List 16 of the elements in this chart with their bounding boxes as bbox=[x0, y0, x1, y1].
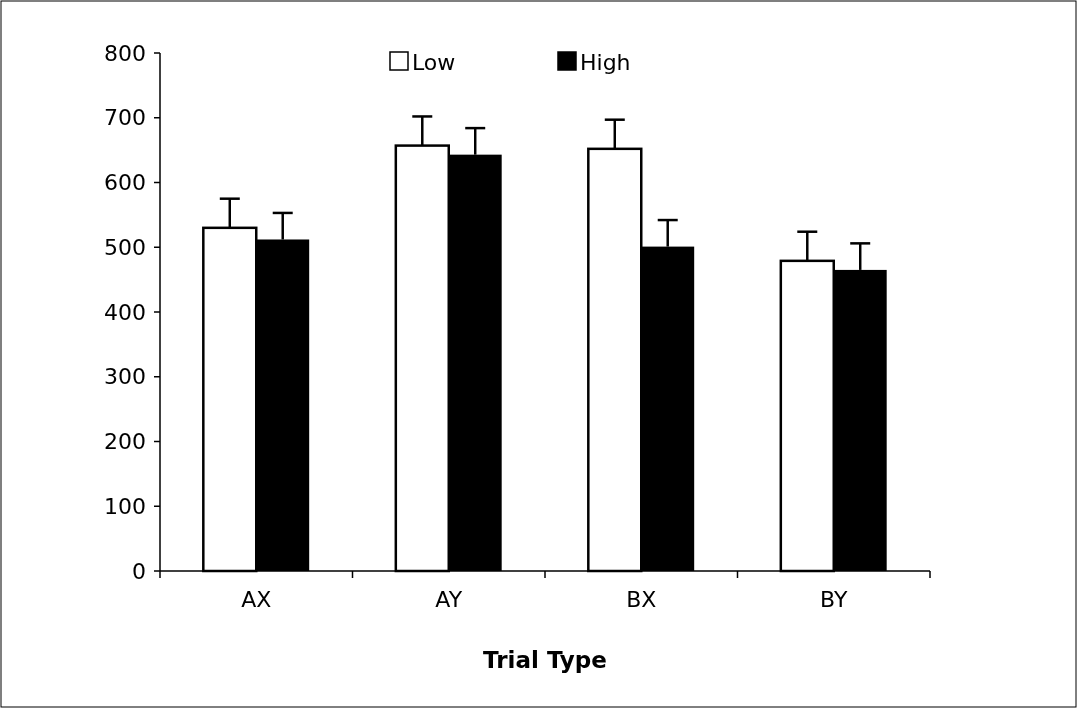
x-axis-title: Trial Type bbox=[483, 647, 607, 673]
y-tick-label: 600 bbox=[104, 170, 146, 196]
x-tick-label: AY bbox=[435, 587, 463, 612]
y-tick-label: 100 bbox=[104, 493, 146, 519]
y-tick-label: 400 bbox=[104, 299, 146, 325]
y-tick-label: 200 bbox=[104, 429, 146, 455]
y-tick-label: 500 bbox=[104, 234, 146, 260]
x-tick-label: AX bbox=[241, 587, 272, 612]
x-tick-label: BY bbox=[820, 587, 848, 612]
x-tick-label: BX bbox=[626, 587, 657, 612]
legend-label: Low bbox=[412, 49, 456, 75]
y-tick-label: 300 bbox=[104, 364, 146, 390]
y-tick-label: 700 bbox=[104, 105, 146, 131]
y-tick-label: 0 bbox=[132, 558, 146, 584]
legend-label: High bbox=[580, 49, 631, 75]
y-tick-label: 800 bbox=[104, 40, 146, 66]
